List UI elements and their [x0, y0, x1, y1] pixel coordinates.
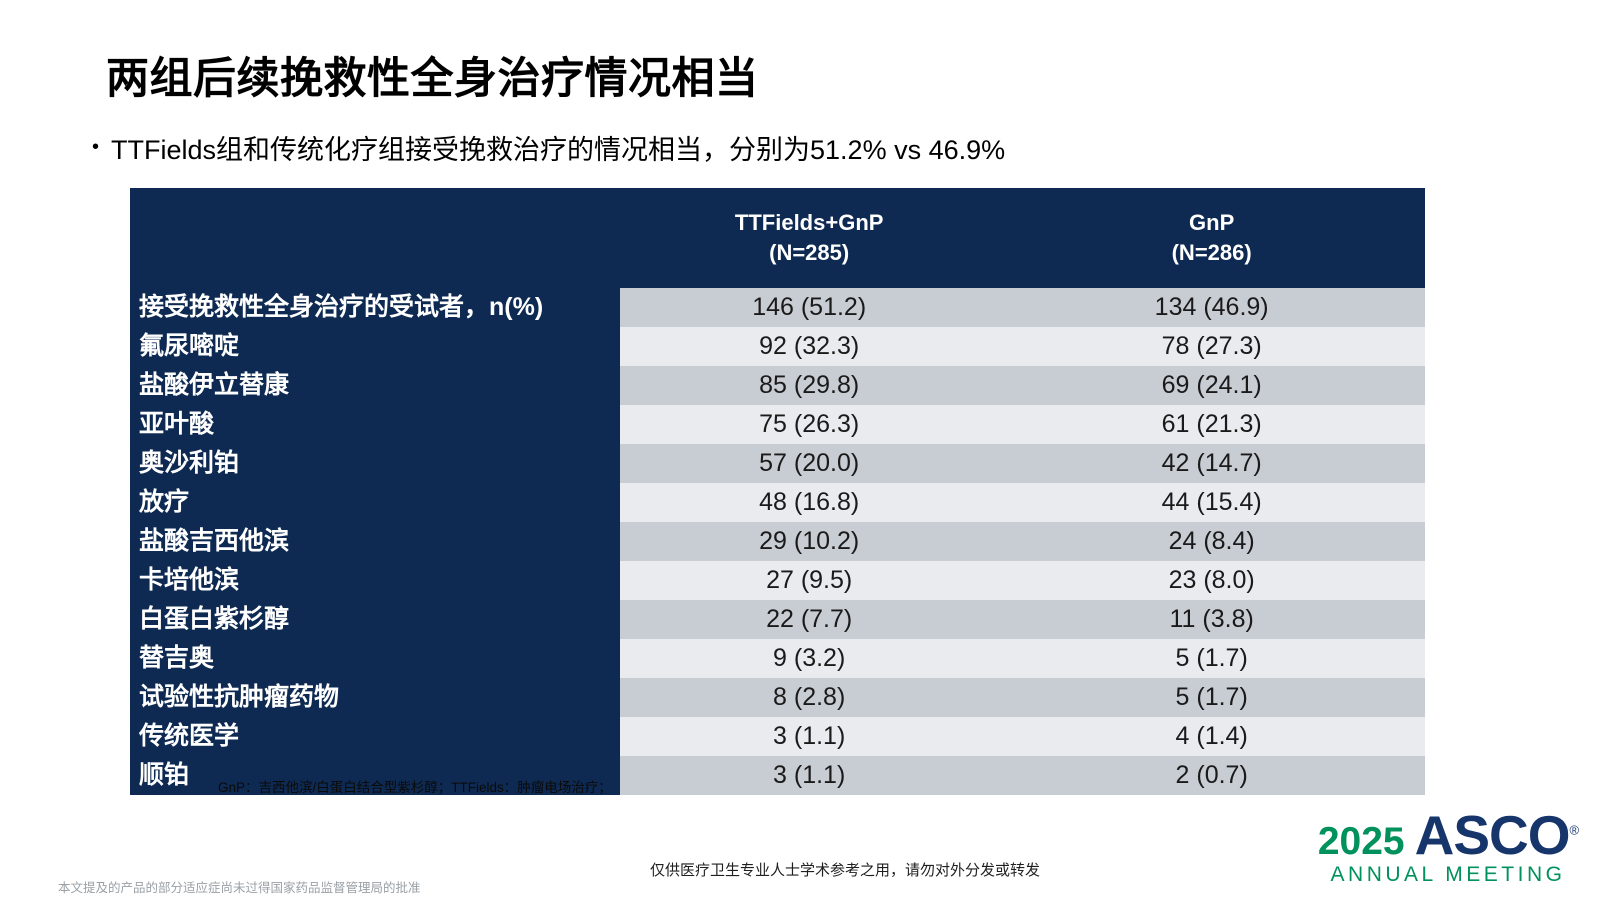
table-header: TTFields+GnP (N=285) GnP (N=286): [130, 188, 1425, 288]
logo-year: 2025: [1317, 820, 1405, 863]
column-header-ttfields-gnp: TTFields+GnP (N=285): [620, 188, 998, 288]
row-label: 白蛋白紫杉醇: [139, 605, 290, 633]
cell-ttfields-gnp: 3 (1.1): [620, 756, 999, 795]
cell-gnp: 61 (21.3): [998, 405, 1425, 444]
table-row: 传统医学 3 (1.1) 4 (1.4): [130, 717, 1425, 756]
row-label: 试验性抗肿瘤药物: [139, 683, 340, 711]
registered-mark-icon: ®: [1569, 822, 1580, 838]
row-label: 接受挽救性全身治疗的受试者，n(%): [139, 293, 544, 321]
cell-ttfields-gnp: 29 (10.2): [620, 522, 999, 561]
bullet-line: • TTFields组和传统化疗组接受挽救治疗的情况相当，分别为51.2% vs…: [92, 128, 1005, 167]
cell-gnp: 5 (1.7): [998, 678, 1425, 717]
column-header-n: (N=286): [1171, 240, 1252, 265]
table-row: 氟尿嘧啶 92 (32.3) 78 (27.3): [130, 327, 1425, 366]
cell-ttfields-gnp: 75 (26.3): [620, 405, 999, 444]
cell-gnp: 2 (0.7): [998, 756, 1425, 795]
table-row: 白蛋白紫杉醇 22 (7.7) 11 (3.8): [130, 600, 1425, 639]
row-label: 卡培他滨: [139, 566, 240, 594]
slide-title: 两组后续挽救性全身治疗情况相当: [106, 55, 759, 103]
row-label: 盐酸吉西他滨: [139, 527, 290, 555]
table-footnote: GnP：吉西他滨/白蛋白结合型紫杉醇；TTFields：肿瘤电场治疗；: [218, 780, 612, 795]
table-row: 亚叶酸 75 (26.3) 61 (21.3): [130, 405, 1425, 444]
cell-gnp: 4 (1.4): [998, 717, 1425, 756]
cell-gnp: 44 (15.4): [998, 483, 1425, 522]
cell-gnp: 24 (8.4): [998, 522, 1425, 561]
table-row: 盐酸伊立替康 85 (29.8) 69 (24.1): [130, 366, 1425, 405]
cell-gnp: 23 (8.0): [998, 561, 1425, 600]
table-row: 卡培他滨 27 (9.5) 23 (8.0): [130, 561, 1425, 600]
table-row: 顺铂 3 (1.1) 2 (0.7): [130, 756, 1425, 795]
cell-gnp: 69 (24.1): [998, 366, 1425, 405]
logo-org: ASCO®: [1415, 803, 1579, 867]
cell-ttfields-gnp: 3 (1.1): [620, 717, 999, 756]
cell-gnp: 11 (3.8): [998, 600, 1425, 639]
column-header-n: (N=285): [769, 240, 850, 265]
header-spacer: [130, 188, 620, 288]
bullet-text: TTFields组和传统化疗组接受挽救治疗的情况相当，分别为51.2% vs 4…: [111, 135, 1006, 165]
row-label: 奥沙利铂: [139, 449, 240, 477]
table-row: 替吉奥 9 (3.2) 5 (1.7): [130, 639, 1425, 678]
cell-ttfields-gnp: 8 (2.8): [620, 678, 999, 717]
row-label: 顺铂: [139, 761, 190, 789]
row-label: 亚叶酸: [139, 410, 215, 438]
table-row: 试验性抗肿瘤药物 8 (2.8) 5 (1.7): [130, 678, 1425, 717]
column-header-name: GnP: [1189, 210, 1235, 236]
row-label: 传统医学: [139, 722, 240, 750]
footer-center-disclaimer: 仅供医疗卫生专业人士学术参考之用，请勿对外分发或转发: [650, 862, 1041, 879]
cell-ttfields-gnp: 92 (32.3): [620, 327, 999, 366]
table-body: 接受挽救性全身治疗的受试者，n(%) 146 (51.2) 134 (46.9)…: [130, 288, 1425, 795]
cell-gnp: 78 (27.3): [998, 327, 1425, 366]
cell-ttfields-gnp: 57 (20.0): [620, 444, 999, 483]
column-header-name: TTFields+GnP: [734, 210, 884, 236]
table-row: 放疗 48 (16.8) 44 (15.4): [130, 483, 1425, 522]
asco-annual-meeting-logo: 2025 ASCO® ANNUAL MEETING: [1308, 803, 1588, 887]
cell-ttfields-gnp: 22 (7.7): [620, 600, 999, 639]
table-row: 奥沙利铂 57 (20.0) 42 (14.7): [130, 444, 1425, 483]
table-row: 接受挽救性全身治疗的受试者，n(%) 146 (51.2) 134 (46.9): [130, 288, 1425, 327]
row-label: 盐酸伊立替康: [139, 371, 290, 399]
row-label: 放疗: [139, 488, 190, 516]
cell-ttfields-gnp: 9 (3.2): [620, 639, 999, 678]
logo-subtitle: ANNUAL MEETING: [1330, 863, 1566, 886]
cell-ttfields-gnp: 85 (29.8): [620, 366, 999, 405]
column-header-gnp: GnP (N=286): [998, 188, 1425, 288]
footer-left-disclaimer: 本文提及的产品的部分适应症尚未过得国家药品监督管理局的批准: [58, 881, 421, 895]
cell-ttfields-gnp: 146 (51.2): [620, 288, 999, 327]
row-label: 氟尿嘧啶: [139, 332, 240, 360]
cell-ttfields-gnp: 48 (16.8): [620, 483, 999, 522]
cell-gnp: 5 (1.7): [998, 639, 1425, 678]
logo-org-text: ASCO: [1414, 804, 1571, 866]
row-label: 替吉奥: [139, 644, 215, 672]
salvage-therapy-table: TTFields+GnP (N=285) GnP (N=286) 接受挽救性全身…: [130, 188, 1425, 795]
bullet-icon: •: [92, 136, 100, 158]
cell-ttfields-gnp: 27 (9.5): [620, 561, 999, 600]
cell-gnp: 134 (46.9): [998, 288, 1425, 327]
table-row: 盐酸吉西他滨 29 (10.2) 24 (8.4): [130, 522, 1425, 561]
cell-gnp: 42 (14.7): [998, 444, 1425, 483]
